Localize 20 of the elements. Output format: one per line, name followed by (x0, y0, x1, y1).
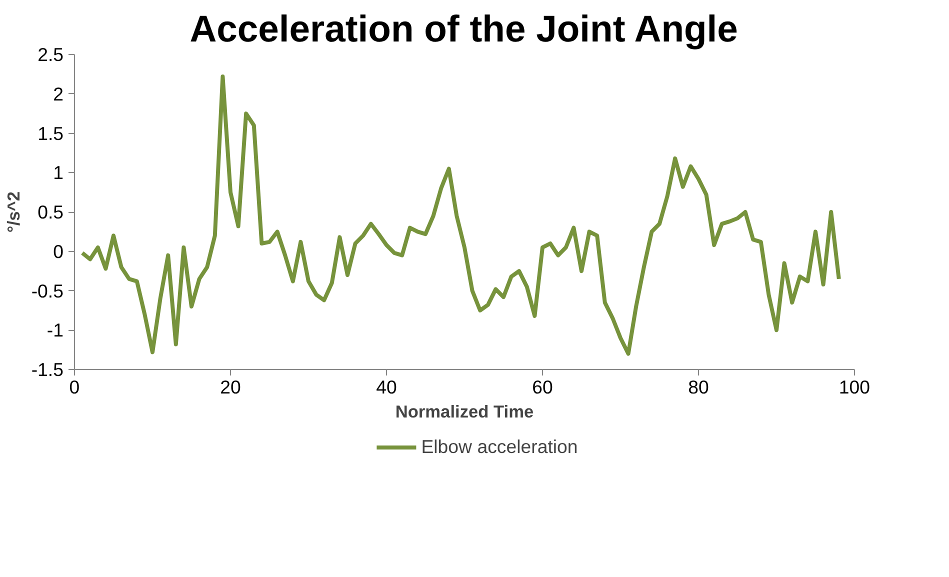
y-axis-title: °/s^2 (3, 191, 24, 233)
line-series (80, 74, 841, 356)
x-tick-label: 60 (532, 376, 553, 398)
y-tick-label: -1.5 (31, 359, 64, 380)
y-tick-label: 1 (53, 162, 64, 184)
y-tick-label: 2 (53, 83, 64, 104)
y-tick-label: 0 (53, 240, 64, 262)
x-axis-title: Normalized Time (395, 402, 534, 422)
x-tick-label: 100 (838, 376, 870, 398)
x-tick-label: 80 (688, 376, 709, 398)
y-tick-label: 2.5 (38, 44, 64, 65)
x-tick-label: 0 (69, 376, 80, 398)
chart-title: Acceleration of the Joint Angle (190, 8, 738, 50)
y-tick-label: 1.5 (38, 122, 64, 144)
legend-label: Elbow acceleration (421, 436, 578, 458)
y-tick-label: -0.5 (31, 280, 64, 302)
y-tick-label: 0.5 (38, 202, 64, 222)
x-tick-label: 40 (376, 376, 397, 398)
x-tick-label: 20 (220, 376, 241, 398)
y-tick-label: -1 (46, 320, 64, 341)
